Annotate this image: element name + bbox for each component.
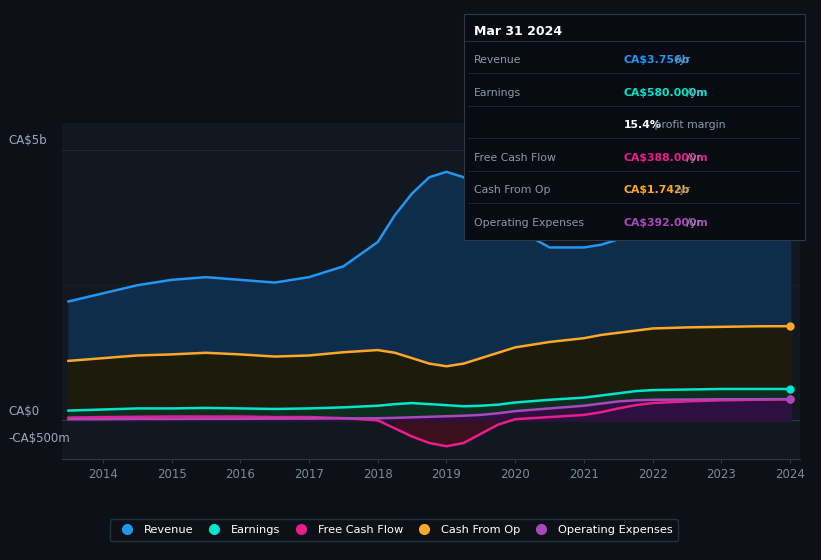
Text: /yr: /yr (672, 185, 690, 195)
Text: Mar 31 2024: Mar 31 2024 (474, 25, 562, 39)
Text: /yr: /yr (683, 153, 700, 163)
Text: CA$392.000m: CA$392.000m (624, 218, 709, 228)
Text: 15.4%: 15.4% (624, 120, 662, 130)
Point (783, 395, 796, 404)
Point (783, 395, 796, 404)
Text: Cash From Op: Cash From Op (474, 185, 550, 195)
Point (783, 213, 796, 222)
Text: Free Cash Flow: Free Cash Flow (474, 153, 556, 163)
Text: /yr: /yr (683, 88, 700, 98)
Text: profit margin: profit margin (650, 120, 725, 130)
Text: /yr: /yr (672, 55, 690, 66)
Text: CA$0: CA$0 (8, 404, 39, 418)
Text: CA$1.742b: CA$1.742b (624, 185, 690, 195)
Point (783, 385, 796, 394)
Legend: Revenue, Earnings, Free Cash Flow, Cash From Op, Operating Expenses: Revenue, Earnings, Free Cash Flow, Cash … (110, 520, 678, 541)
Text: CA$388.000m: CA$388.000m (624, 153, 709, 163)
Text: Revenue: Revenue (474, 55, 521, 66)
Text: CA$580.000m: CA$580.000m (624, 88, 709, 98)
Point (783, 322, 796, 331)
Text: -CA$500m: -CA$500m (8, 432, 70, 445)
Text: CA$5b: CA$5b (8, 134, 47, 147)
Text: Earnings: Earnings (474, 88, 521, 98)
Text: /yr: /yr (683, 218, 700, 228)
Text: Operating Expenses: Operating Expenses (474, 218, 584, 228)
Text: CA$3.756b: CA$3.756b (624, 55, 690, 66)
